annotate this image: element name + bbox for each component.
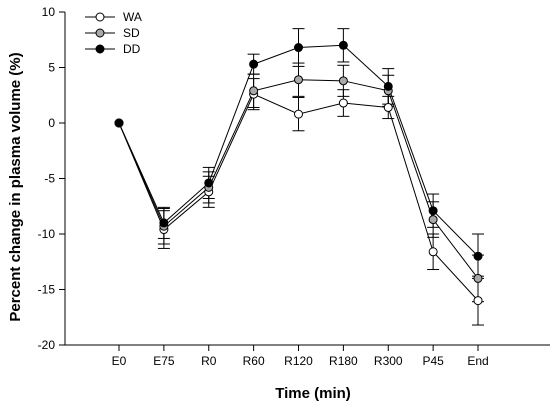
x-tick-label: R0 bbox=[201, 354, 217, 368]
y-tick-label: 5 bbox=[48, 61, 55, 75]
data-point-dd bbox=[383, 81, 393, 91]
markers-dd bbox=[114, 40, 483, 261]
data-point-dd bbox=[338, 40, 348, 50]
data-point-wa bbox=[473, 296, 483, 306]
data-point-dd bbox=[294, 43, 303, 53]
y-tick-label: -15 bbox=[38, 283, 56, 297]
data-point-dd bbox=[428, 206, 438, 216]
x-tick-label: E0 bbox=[112, 354, 127, 368]
y-tick-label: 0 bbox=[48, 116, 55, 130]
x-tick-label: P45 bbox=[422, 354, 444, 368]
data-point-dd bbox=[114, 118, 124, 128]
x-tick-label: R60 bbox=[243, 354, 265, 368]
y-tick-label: 10 bbox=[42, 5, 56, 19]
data-point-sd bbox=[428, 215, 438, 225]
x-axis-title: Time (min) bbox=[275, 385, 351, 402]
data-point-sd bbox=[473, 273, 483, 283]
data-point-dd bbox=[249, 59, 259, 69]
data-point-sd bbox=[294, 75, 303, 85]
data-point-sd bbox=[338, 76, 348, 86]
data-point-sd bbox=[249, 86, 259, 96]
legend-marker-sd bbox=[95, 28, 105, 38]
y-axis-title: Percent change in plasma volume (%) bbox=[7, 52, 24, 321]
legend-label-wa: WA bbox=[123, 10, 142, 24]
data-point-dd bbox=[159, 218, 169, 228]
legend: WA SD DD bbox=[85, 10, 142, 56]
series-layer bbox=[114, 28, 484, 326]
x-tick-label: R300 bbox=[374, 354, 403, 368]
legend-label-dd: DD bbox=[123, 42, 141, 56]
data-point-wa bbox=[338, 98, 348, 108]
y-tick-label: -5 bbox=[44, 172, 55, 186]
x-tick-label: R180 bbox=[329, 354, 358, 368]
data-point-wa bbox=[294, 109, 303, 119]
legend-label-sd: SD bbox=[123, 26, 140, 40]
x-tick-label: End bbox=[467, 354, 488, 368]
axes: 10 5 0 -5 -10 -15 -20 E0 E75 R0 R60 R120 R180 R300 P45… bbox=[38, 5, 550, 368]
x-tick-label: E75 bbox=[153, 354, 175, 368]
x-tick-label: R120 bbox=[284, 354, 313, 368]
data-point-dd bbox=[204, 178, 214, 188]
y-tick-label: -20 bbox=[38, 338, 56, 352]
legend-marker-dd bbox=[95, 44, 105, 54]
series-sd bbox=[118, 62, 484, 303]
data-point-dd bbox=[473, 251, 483, 261]
legend-marker-wa bbox=[95, 12, 105, 22]
data-point-wa bbox=[383, 102, 393, 112]
y-tick-label: -10 bbox=[38, 227, 56, 241]
data-point-wa bbox=[428, 247, 438, 257]
